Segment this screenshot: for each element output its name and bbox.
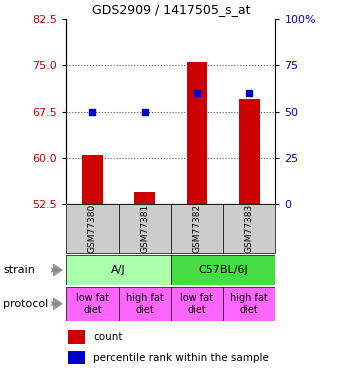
Bar: [68, 330, 85, 344]
Bar: [134, 192, 155, 204]
FancyBboxPatch shape: [171, 255, 275, 285]
FancyBboxPatch shape: [119, 287, 171, 321]
Text: A/J: A/J: [111, 265, 126, 275]
Title: GDS2909 / 1417505_s_at: GDS2909 / 1417505_s_at: [91, 3, 250, 16]
FancyBboxPatch shape: [66, 255, 171, 285]
FancyBboxPatch shape: [66, 287, 119, 321]
Text: GSM77383: GSM77383: [245, 204, 254, 254]
Text: GSM77382: GSM77382: [192, 204, 202, 254]
Polygon shape: [54, 264, 62, 276]
Bar: [68, 351, 85, 364]
Bar: [82, 155, 103, 204]
FancyBboxPatch shape: [171, 204, 223, 253]
Text: protocol: protocol: [3, 299, 49, 309]
Point: [194, 90, 200, 96]
Text: high fat
diet: high fat diet: [231, 293, 268, 315]
Text: low fat
diet: low fat diet: [76, 293, 109, 315]
Text: GSM77381: GSM77381: [140, 204, 149, 254]
Text: strain: strain: [3, 265, 35, 275]
FancyBboxPatch shape: [171, 287, 223, 321]
Point: [90, 109, 95, 115]
Text: low fat
diet: low fat diet: [181, 293, 214, 315]
FancyBboxPatch shape: [223, 287, 275, 321]
Text: GSM77380: GSM77380: [88, 204, 97, 254]
Bar: [187, 62, 207, 204]
Text: percentile rank within the sample: percentile rank within the sample: [94, 352, 269, 363]
Text: C57BL/6J: C57BL/6J: [198, 265, 248, 275]
Polygon shape: [54, 298, 62, 309]
FancyBboxPatch shape: [223, 204, 275, 253]
Text: high fat
diet: high fat diet: [126, 293, 164, 315]
Bar: [239, 99, 260, 204]
Text: count: count: [94, 332, 123, 342]
FancyBboxPatch shape: [119, 204, 171, 253]
Point: [246, 90, 252, 96]
Point: [142, 109, 148, 115]
FancyBboxPatch shape: [66, 204, 119, 253]
